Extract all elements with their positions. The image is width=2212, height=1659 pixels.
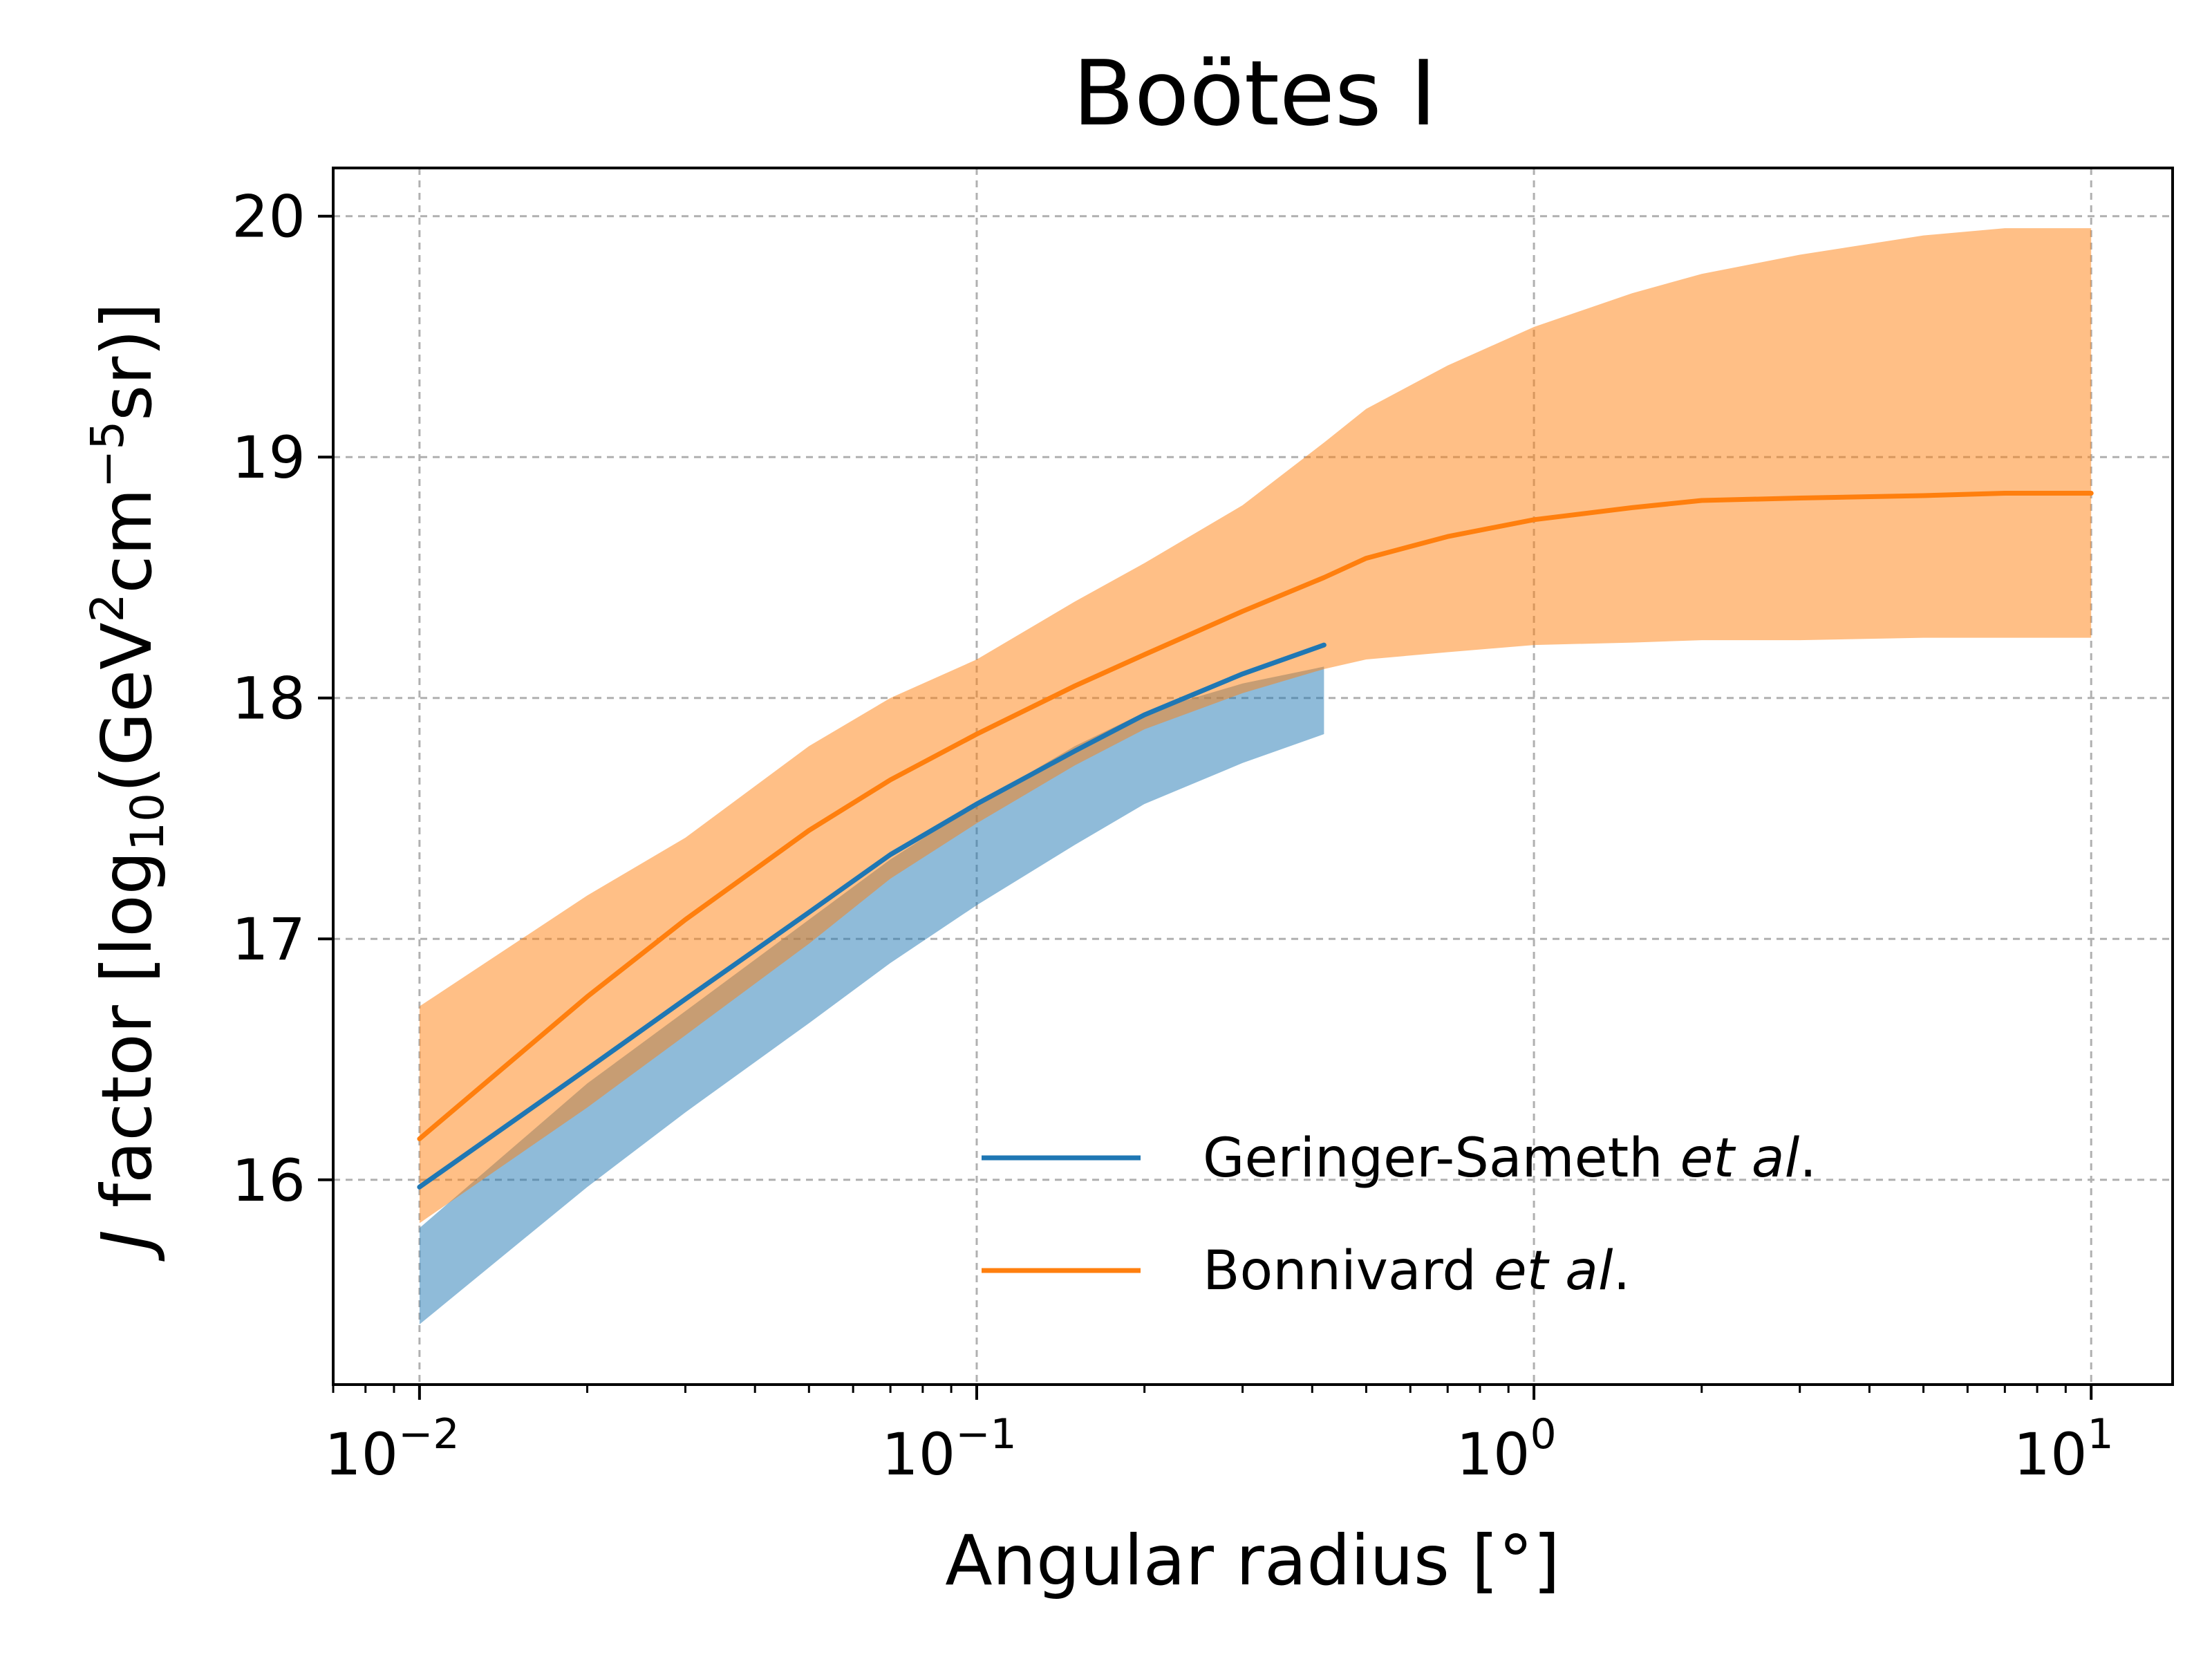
- x-tick-label: 10−2: [324, 1410, 459, 1488]
- x-tick-label: 100: [1456, 1410, 1557, 1488]
- y-tick-label: 17: [232, 906, 306, 973]
- y-axis-label-part: factor [log: [86, 851, 167, 1230]
- legend: Geringer-Sameth et al. Bonnivard et al.: [982, 1127, 1817, 1302]
- uncertainty-band-bonnivard: [419, 228, 2092, 1224]
- legend-label-geringer-sameth: Geringer-Sameth et al.: [1203, 1127, 1817, 1190]
- uncertainty-bands: [419, 228, 2092, 1324]
- x-axis-ticks: 10−2 10−1 100 101: [324, 1385, 2114, 1488]
- x-tick-label: 101: [2014, 1410, 2114, 1488]
- y-axis-label-part: cm: [86, 488, 167, 593]
- y-axis-label-subscript: 10: [121, 793, 174, 851]
- y-axis-label-superscript: 2: [81, 594, 134, 623]
- plot-frame: [332, 167, 2174, 1386]
- y-tick-label: 16: [232, 1147, 306, 1215]
- x-tick-label: 10−1: [881, 1410, 1016, 1488]
- series-line-bonnivard: [417, 491, 2094, 1141]
- x-axis-label: Angular radius [°]: [945, 1520, 1560, 1601]
- y-tick-label: 19: [232, 424, 306, 491]
- uncertainty-band-geringer-sameth: [419, 666, 1324, 1324]
- y-axis-label-part: sr)]: [86, 303, 167, 421]
- y-tick-label: 18: [232, 665, 306, 733]
- chart-title: Boötes I: [1073, 41, 1437, 146]
- y-axis-label-superscript: −5: [81, 421, 134, 488]
- series-lines: [417, 491, 2094, 1190]
- legend-label-bonnivard: Bonnivard et al.: [1203, 1240, 1630, 1302]
- y-axis-label: J factor [log10(GeV2cm−5sr)]: [81, 303, 174, 1262]
- y-axis-ticks: 16 17 18 19 20: [232, 183, 333, 1215]
- y-tick-label: 20: [232, 183, 306, 251]
- series-line-geringer-sameth: [417, 642, 1327, 1190]
- y-axis-label-part: (GeV: [86, 623, 167, 793]
